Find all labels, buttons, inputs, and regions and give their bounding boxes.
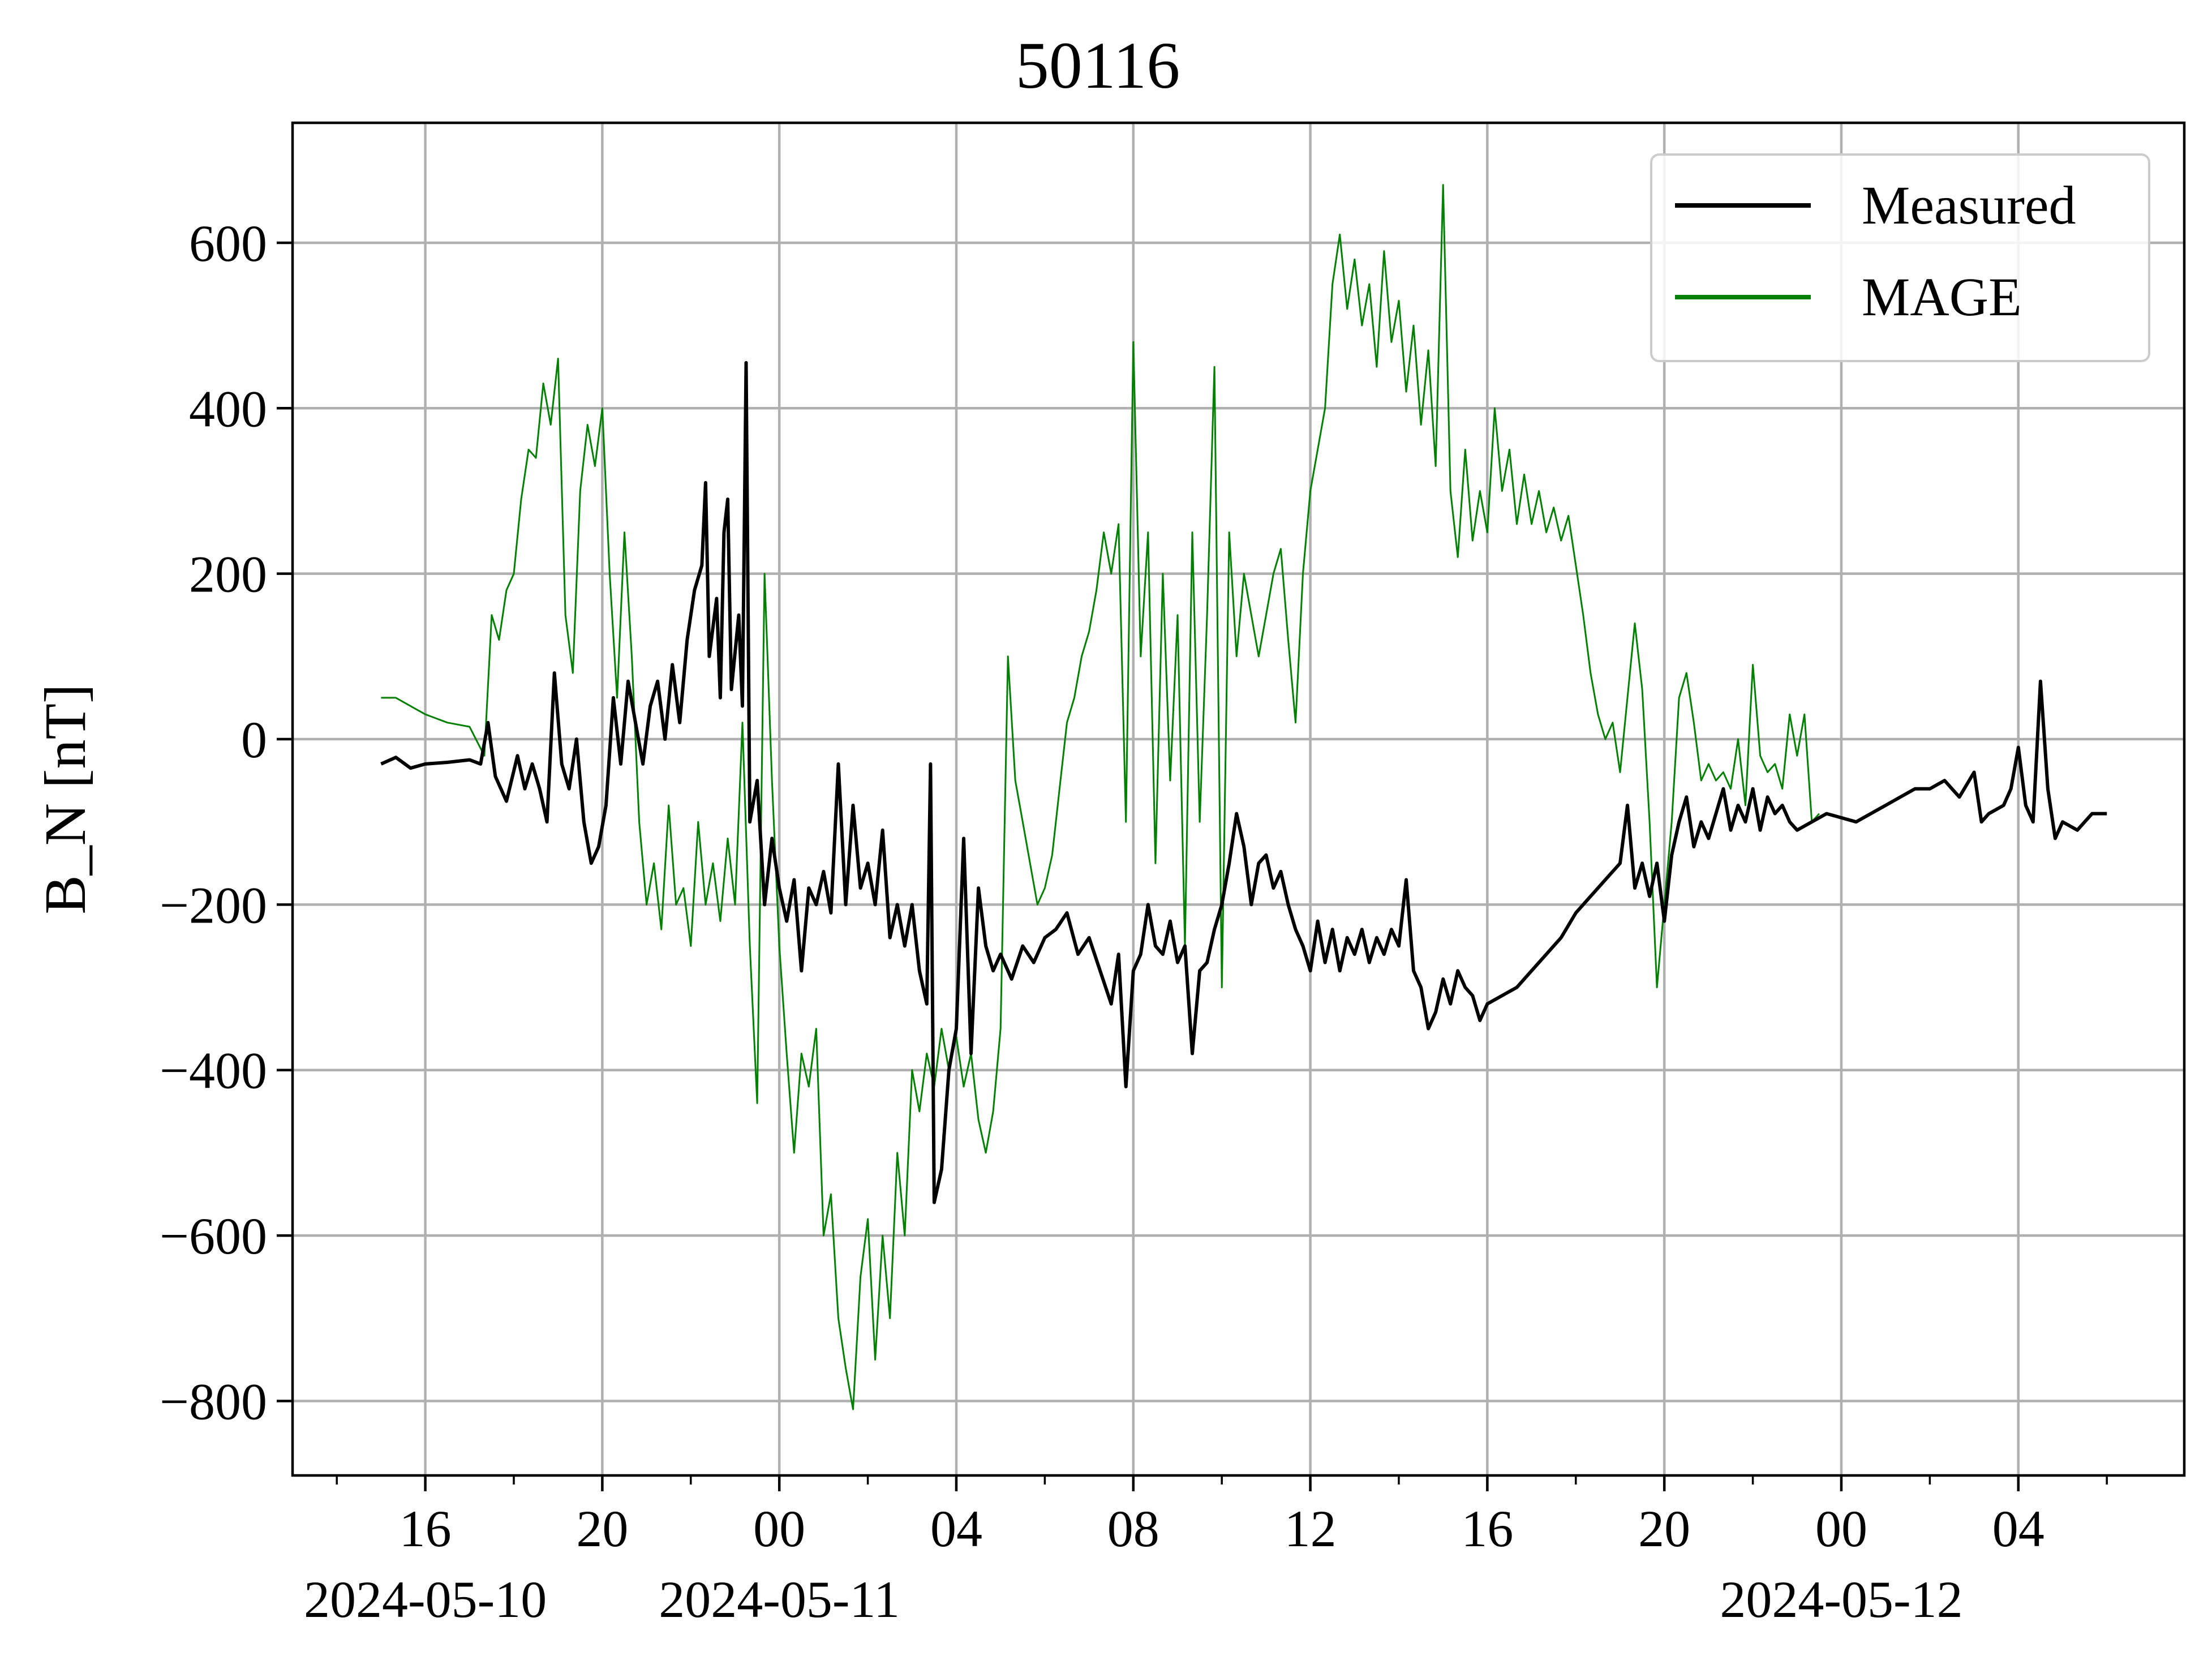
- y-tick-label: 400: [189, 380, 267, 437]
- series-line-mage: [381, 184, 1820, 1410]
- x-axis: 16 2024-05-10 20 00 2024-05-11 04 08 12 16 20 00 20…: [304, 1475, 2108, 1628]
- x-tick-label: 04: [1992, 1500, 2045, 1558]
- x-tick-label: 00: [753, 1500, 805, 1558]
- legend-label-measured: Measured: [1862, 175, 2076, 235]
- legend: Measured MAGE: [1650, 153, 2150, 362]
- y-tick-label: 200: [189, 546, 267, 603]
- x-date-label: 2024-05-12: [1720, 1571, 1962, 1628]
- y-tick-label: 600: [189, 214, 267, 272]
- y-axis: 600 400 200 0 −200 −400 −600 −800: [160, 214, 293, 1430]
- plot-frame: [291, 121, 2186, 1477]
- legend-label-mage: MAGE: [1862, 267, 2022, 327]
- y-axis-label: B_N [nT]: [33, 684, 98, 914]
- x-tick-label: 16: [400, 1500, 452, 1558]
- x-tick-label: 12: [1285, 1500, 1337, 1558]
- y-tick-label: 0: [241, 711, 267, 769]
- x-date-label: 2024-05-10: [304, 1571, 547, 1628]
- y-tick-label: −400: [160, 1042, 267, 1100]
- x-tick-label: 08: [1107, 1500, 1159, 1558]
- y-tick-label: −200: [160, 876, 267, 934]
- x-tick-label: 20: [1638, 1500, 1690, 1558]
- chart-title: 50116: [1016, 28, 1180, 102]
- y-tick-label: −800: [160, 1372, 267, 1430]
- series-line-measured: [380, 361, 2107, 1204]
- x-tick-label: 04: [930, 1500, 982, 1558]
- x-tick-label: 20: [576, 1500, 628, 1558]
- x-date-label: 2024-05-11: [659, 1571, 900, 1628]
- series-layer: [380, 184, 2107, 1410]
- y-tick-label: −600: [160, 1207, 267, 1265]
- x-tick-label: 16: [1461, 1500, 1513, 1558]
- x-tick-label: 00: [1815, 1500, 1867, 1558]
